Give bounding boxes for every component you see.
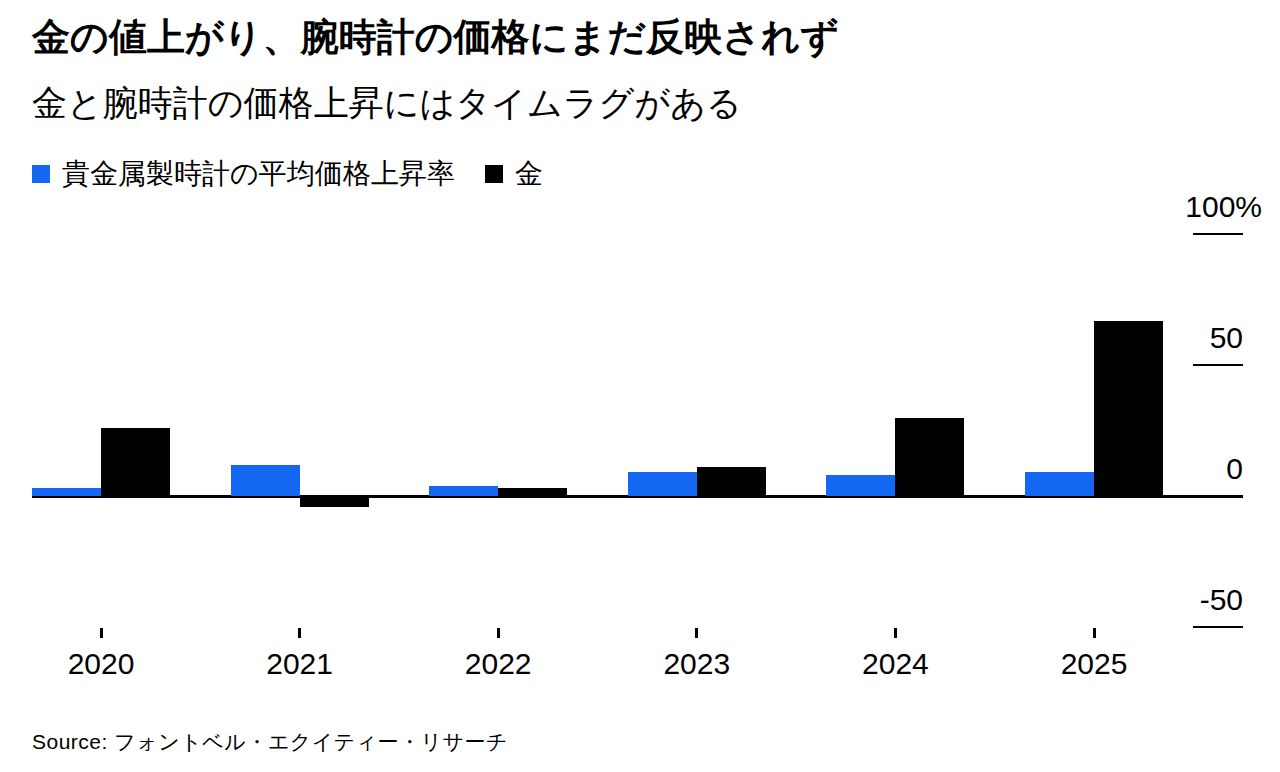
y-tick-line--50: [1193, 626, 1243, 628]
bar-gold-2024: [895, 418, 964, 496]
y-axis-label--50: -50: [1200, 583, 1243, 617]
y-axis-label-100: 100%: [1185, 190, 1262, 224]
bar-gold-2023: [697, 467, 766, 496]
x-tick-2020: [100, 628, 103, 638]
bar-watches-2021: [231, 465, 300, 496]
bar-gold-2022: [498, 488, 567, 496]
x-axis-label-2021: 2021: [266, 647, 333, 681]
bar-gold-2025: [1094, 321, 1163, 496]
bar-gold-2021: [300, 497, 369, 507]
plot-area: 100% 50 0 -50 2020 2021 2022 2023 2024 2025: [0, 0, 1280, 772]
x-axis-label-2023: 2023: [663, 647, 730, 681]
bar-watches-2020: [32, 488, 101, 496]
chart-card: 金の値上がり、腕時計の価格にまだ反映されず 金と腕時計の価格上昇にはタイムラグが…: [0, 0, 1280, 772]
bar-watches-2025: [1025, 472, 1094, 496]
x-tick-2025: [1093, 628, 1096, 638]
x-axis-label-2020: 2020: [68, 647, 135, 681]
x-tick-2021: [298, 628, 301, 638]
x-tick-2023: [695, 628, 698, 638]
x-tick-2024: [894, 628, 897, 638]
bar-watches-2023: [628, 472, 697, 496]
y-axis-label-0: 0: [1226, 452, 1243, 486]
x-axis-label-2022: 2022: [465, 647, 532, 681]
x-axis-label-2025: 2025: [1061, 647, 1128, 681]
x-axis-label-2024: 2024: [862, 647, 929, 681]
y-tick-line-50: [1193, 364, 1243, 366]
bar-watches-2024: [826, 475, 895, 496]
y-tick-line-100: [1193, 233, 1243, 235]
y-axis-label-50: 50: [1210, 321, 1243, 355]
bar-gold-2020: [101, 428, 170, 496]
source-note: Source: フォントベル・エクイティー・リサーチ: [32, 728, 508, 756]
x-tick-2022: [497, 628, 500, 638]
bar-watches-2022: [429, 486, 498, 496]
